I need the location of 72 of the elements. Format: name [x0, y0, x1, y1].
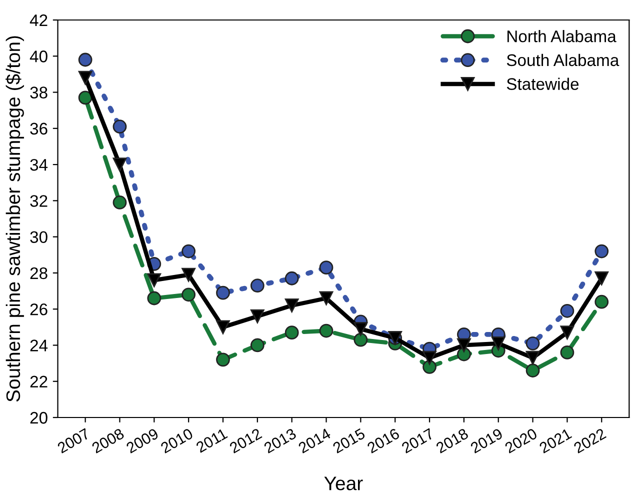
x-tick-label: 2014: [298, 428, 332, 454]
x-tick-label: 2019: [470, 428, 504, 454]
x-tick-label: 2017: [400, 428, 434, 454]
x-tick-label: 2011: [195, 428, 228, 453]
x-tick-label: 2021: [538, 428, 572, 454]
point: [319, 324, 334, 338]
point: [560, 346, 574, 360]
point: [456, 338, 471, 352]
point: [147, 291, 162, 306]
y-tick-label: 22: [30, 376, 48, 388]
point: [112, 196, 127, 210]
point: [594, 271, 609, 286]
y-tick-label: 38: [30, 86, 48, 98]
point: [284, 326, 299, 340]
legend-label: North Alabama: [507, 30, 616, 42]
x-axis-title: Year: [324, 476, 363, 490]
point: [216, 352, 230, 367]
point: [182, 244, 196, 258]
y-tick-label: 40: [30, 50, 48, 62]
x-tick-label: 2020: [504, 428, 538, 454]
point: [319, 291, 334, 306]
point: [216, 320, 230, 334]
point: [526, 364, 540, 378]
y-tick-label: 34: [30, 158, 48, 171]
x-tick-label: 2008: [91, 428, 125, 454]
point: [182, 288, 196, 302]
point: [319, 260, 334, 274]
y-tick-label: 42: [30, 14, 48, 26]
y-tick-label: 28: [30, 267, 48, 280]
x-tick-label: 2016: [366, 428, 400, 454]
y-tick-label: 30: [30, 231, 48, 244]
x-tick-label: 2015: [332, 428, 366, 454]
point: [250, 278, 264, 293]
y-tick-label: 26: [30, 303, 48, 316]
point: [78, 70, 92, 85]
point: [112, 120, 127, 134]
point: [354, 332, 368, 347]
x-tick-label: 2007: [56, 428, 90, 454]
y-tick-label: 20: [30, 412, 48, 424]
y-tick-label: 24: [30, 340, 48, 352]
point: [250, 338, 264, 352]
point: [422, 350, 436, 365]
x-tick-label: 2009: [126, 428, 160, 454]
point: [216, 286, 230, 300]
point: [560, 304, 574, 318]
legend-label: Statewide: [506, 78, 579, 90]
y-tick-label: 32: [30, 195, 48, 207]
x-tick-label: 2010: [160, 428, 194, 454]
point: [284, 298, 299, 312]
point: [594, 294, 609, 309]
y-axis-title: Southern pine sawtimber stumpage ($/ton): [6, 36, 24, 402]
point: [354, 322, 368, 336]
point: [78, 52, 92, 67]
point: [491, 336, 506, 350]
point: [422, 360, 436, 374]
point: [147, 273, 162, 288]
point: [182, 268, 196, 282]
x-tick-label: 2012: [228, 428, 262, 454]
point: [594, 244, 609, 258]
point: [560, 326, 574, 340]
legend-label: South Alabama: [506, 54, 620, 66]
x-tick-label: 2022: [573, 428, 607, 454]
point: [284, 271, 299, 286]
point: [112, 158, 127, 172]
x-tick-label: 2013: [263, 428, 297, 454]
x-tick-label: 2018: [435, 428, 469, 454]
point: [456, 347, 471, 362]
point: [526, 336, 540, 350]
y-tick-label: 36: [30, 122, 48, 135]
point: [526, 350, 540, 365]
point: [78, 90, 92, 105]
point: [250, 309, 264, 324]
